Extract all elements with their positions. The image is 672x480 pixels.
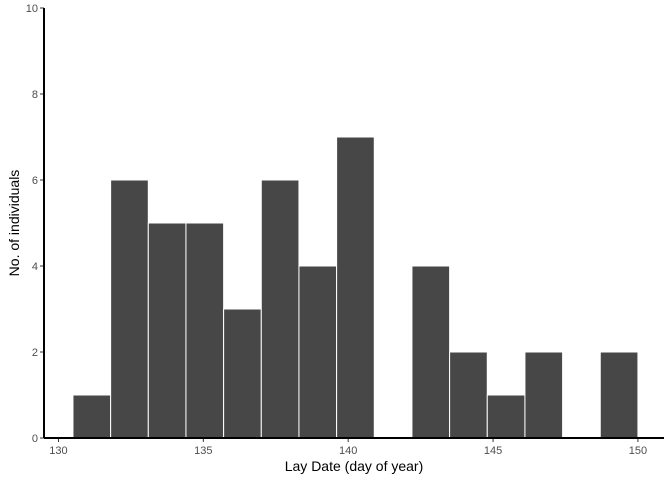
histogram-bar-10: [449, 351, 488, 439]
x-tick-label: 150: [629, 445, 647, 457]
y-tick-label: 6: [32, 175, 38, 187]
histogram-bar-14: [599, 351, 639, 439]
y-tick-label: 4: [32, 261, 38, 273]
y-tick-label: 10: [26, 3, 38, 15]
histogram-bar-11: [486, 394, 526, 439]
y-tick-label: 2: [32, 347, 38, 359]
histogram-bar-2: [147, 222, 187, 439]
y-tick-label: 8: [32, 89, 38, 101]
histogram-bar-3: [185, 222, 225, 439]
y-tick-label: 0: [32, 433, 38, 445]
histogram-bars: [72, 136, 639, 439]
histogram-bar-5: [260, 179, 300, 439]
x-tick-label: 135: [194, 445, 212, 457]
x-tick-label: 140: [339, 445, 357, 457]
y-axis-title: No. of individuals: [6, 170, 22, 277]
histogram-bar-4: [223, 308, 262, 439]
x-tick-label: 145: [484, 445, 502, 457]
histogram-bar-0: [72, 394, 112, 439]
histogram-bar-7: [336, 136, 375, 439]
x-axis-title: Lay Date (day of year): [285, 458, 424, 474]
histogram-bar-1: [110, 179, 149, 439]
x-axis-ticks: 130 135 140 145 150: [49, 438, 647, 457]
histogram-bar-6: [298, 265, 338, 439]
y-axis-ticks: 0 2 4 6 8 10: [26, 3, 44, 445]
x-tick-label: 130: [49, 445, 67, 457]
histogram-bar-9: [411, 265, 451, 439]
histogram-bar-12: [524, 351, 564, 439]
